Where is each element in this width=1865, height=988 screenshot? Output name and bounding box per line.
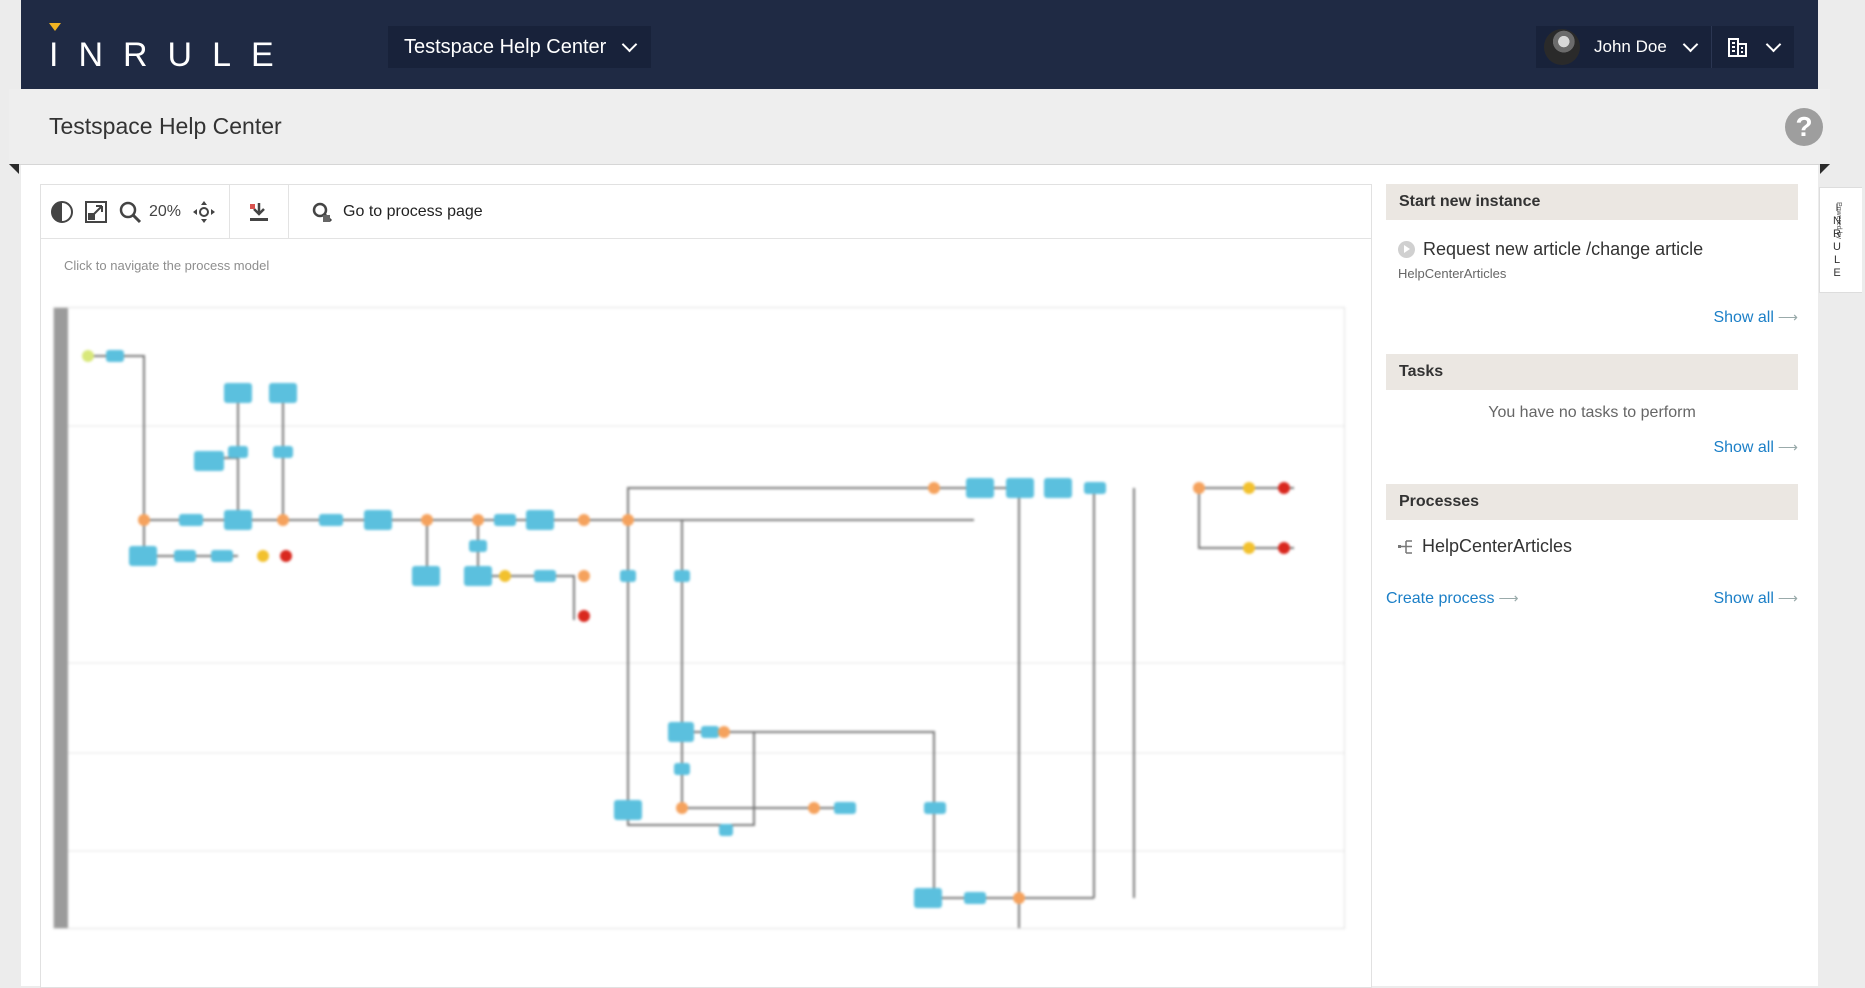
processes-section: Processes HelpCenterArticles Create proc… (1386, 484, 1798, 624)
model-toolbar: 20% Go to process page (41, 185, 1371, 239)
section-header: Processes (1386, 484, 1798, 520)
start-instance-section: Start new instance Request new article /… (1386, 184, 1798, 384)
arrow-right-icon: ⟶ (1777, 590, 1798, 606)
zoom-icon[interactable] (113, 195, 147, 229)
organization-menu[interactable] (1711, 26, 1794, 68)
create-process-link[interactable]: Create process ⟶ (1386, 590, 1519, 608)
show-all-link[interactable]: Show all ⟶ (1713, 309, 1798, 327)
fit-to-screen-icon[interactable] (79, 195, 113, 229)
chevron-down-icon (622, 36, 638, 52)
navigate-hint: Click to navigate the process model (64, 258, 270, 273)
show-all-label: Show all (1713, 590, 1774, 607)
create-process-label: Create process (1386, 590, 1495, 607)
question-icon[interactable]: ? (1785, 108, 1823, 146)
workspace-name: Testspace Help Center (404, 35, 607, 58)
show-all-label: Show all (1713, 439, 1774, 456)
app-window: INRULE Testspace Help Center John Doe (9, 0, 1830, 988)
chevron-down-icon (1682, 36, 1699, 52)
show-all-link[interactable]: Show all ⟶ (1713, 439, 1798, 457)
tasks-section: Tasks You have no tasks to perform Show … (1386, 354, 1798, 474)
logo-text: INRULE (49, 36, 294, 74)
user-name: John Doe (1594, 37, 1667, 56)
zoom-level: 20% (149, 202, 182, 220)
page-header: Testspace Help Center ? (9, 89, 1830, 165)
top-navigation-bar: INRULE Testspace Help Center John Doe (21, 0, 1818, 89)
user-menu[interactable]: John Doe (1536, 26, 1727, 68)
process-tree-icon (1398, 539, 1412, 554)
toolbar-divider (288, 185, 290, 238)
toolbar-divider (229, 185, 231, 238)
section-header: Start new instance (1386, 184, 1798, 220)
building-icon (1727, 38, 1747, 57)
show-all-link[interactable]: Show all ⟶ (1713, 590, 1798, 608)
pan-icon[interactable] (187, 195, 221, 229)
contrast-icon[interactable] (45, 195, 79, 229)
logo-mark-icon (49, 23, 61, 31)
go-to-process-page-label: Go to process page (343, 202, 483, 220)
play-icon (1398, 241, 1415, 258)
page-title: Testspace Help Center (49, 113, 282, 139)
go-to-process-page-button[interactable]: Go to process page (289, 185, 483, 238)
chevron-down-icon (1765, 36, 1781, 52)
download-icon[interactable] (242, 195, 276, 229)
process-diagram[interactable] (53, 307, 1345, 929)
process-label: HelpCenterArticles (1422, 536, 1573, 556)
arrow-right-icon: ⟶ (1777, 309, 1798, 325)
workspace-selector[interactable]: Testspace Help Center (388, 26, 651, 68)
header-fold-right (1820, 164, 1830, 174)
instance-label: Request new article /change article (1423, 239, 1704, 259)
process-link[interactable]: HelpCenterArticles (1398, 536, 1572, 557)
avatar (1544, 29, 1580, 65)
process-model-panel: 20% Go to process page Click to navigate… (40, 184, 1372, 988)
no-tasks-message: You have no tasks to perform (1488, 404, 1696, 421)
instance-subtitle: HelpCenterArticles (1398, 266, 1507, 281)
start-instance-link[interactable]: Request new article /change article (1398, 239, 1703, 260)
powered-by-brand: INRULE (1833, 202, 1841, 279)
process-page-icon (312, 202, 333, 222)
section-header: Tasks (1386, 354, 1798, 390)
powered-by-tab[interactable]: Powered by INRULE (1819, 187, 1862, 293)
arrow-right-icon: ⟶ (1498, 590, 1519, 606)
header-fold-left (9, 164, 19, 174)
arrow-right-icon: ⟶ (1777, 439, 1798, 455)
show-all-label: Show all (1713, 309, 1774, 326)
